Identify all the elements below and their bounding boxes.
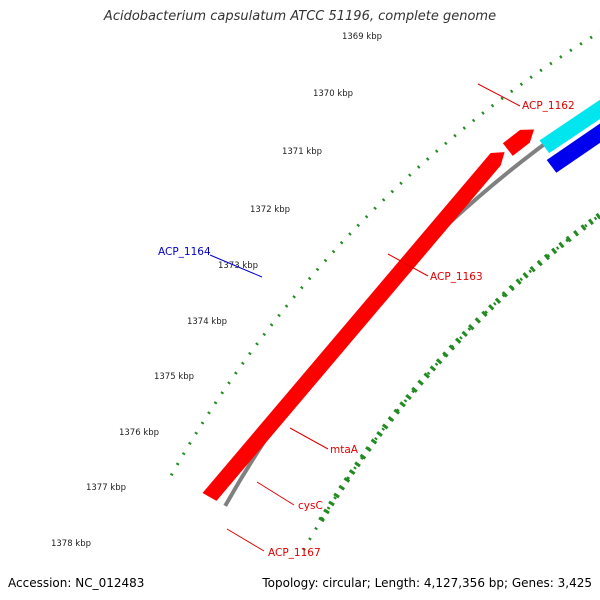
inner-ring-dash (565, 235, 572, 243)
gene-label-leader (477, 83, 521, 107)
outer-tick-ring (169, 30, 600, 477)
inner-ring-dash (399, 401, 406, 408)
accession-text: Accession: NC_012483 (8, 576, 145, 590)
tick-label: 1377 kbp (86, 483, 126, 493)
inner-ring-dash (448, 344, 456, 351)
tick-label: 1370 kbp (313, 89, 353, 99)
gene-label: mtaA (330, 444, 359, 456)
inner-ring-dash (405, 393, 412, 401)
inner-ring-dash (359, 453, 367, 460)
inner-ring-dash (580, 224, 587, 231)
inner-ring-dash (381, 423, 389, 430)
tick-label: 1375 kbp (154, 372, 194, 382)
inner-ring-dash (551, 247, 558, 255)
genome-info-text: Topology: circular; Length: 4,127,356 bp… (262, 576, 592, 590)
tick-label: 1371 kbp (282, 147, 322, 157)
gene-label-leader (256, 481, 295, 506)
inner-ring-dash (536, 259, 543, 267)
inner-ring-dash (543, 253, 551, 261)
inner-ring-dash (376, 430, 383, 437)
inner-ring-dash (494, 297, 502, 304)
tick-label: 1373 kbp (218, 261, 258, 271)
inner-ring-dash (370, 438, 378, 445)
inner-ring-dash (338, 484, 346, 491)
inner-ring-dash (515, 278, 522, 285)
inner-ring-dash (573, 229, 580, 237)
inner-ring-dash (501, 291, 508, 298)
gene-acp-1164-blue (546, 123, 600, 173)
inner-ring-dash (348, 469, 356, 476)
inner-ring-dash (558, 241, 565, 249)
inner-ring-dash (429, 365, 437, 372)
inner-ring-dash (423, 372, 430, 379)
gene-label-leader (289, 427, 329, 450)
inner-ring-dash (481, 310, 488, 318)
inner-ring-dash (328, 500, 335, 507)
tick-label: 1372 kbp (250, 205, 290, 215)
inner-ring-dash (365, 446, 372, 453)
tick-label: 1376 kbp (119, 428, 159, 438)
gene-label-leader (209, 254, 263, 278)
inner-ring-dash (474, 317, 482, 324)
inner-ring-dash (417, 379, 424, 386)
inner-ring-dash (488, 304, 495, 311)
inner-ring-dash (454, 337, 462, 344)
gene-acp-1163 (502, 129, 535, 156)
gene-acp-1162 (202, 152, 505, 501)
gene-label-leader (226, 528, 265, 552)
gene-label: ACP_1164 (158, 246, 211, 258)
gene-label: ACP_1162 (522, 100, 575, 112)
gene-acp-1164-cyan (539, 99, 600, 154)
gene-label-leader (387, 253, 429, 277)
inner-ring-dash (333, 492, 340, 499)
inner-ring-dash (411, 386, 418, 393)
gene-label: ACP_1167 (268, 547, 321, 559)
inner-ring-dash (442, 351, 449, 358)
inner-ring-dash (354, 461, 361, 468)
inner-ring-dash (468, 323, 475, 331)
inner-ring-dash (343, 476, 351, 483)
inner-ring-dash (318, 516, 325, 523)
map-title: Acidobacterium capsulatum ATCC 51196, co… (103, 9, 497, 24)
inner-ring-dash (522, 272, 529, 279)
tick-label: 1374 kbp (187, 317, 227, 327)
inner-ring-dash (529, 265, 536, 273)
gene-label: cysC (298, 500, 323, 512)
gene-label: ACP_1163 (430, 271, 483, 283)
tick-label: 1369 kbp (342, 32, 382, 42)
inner-ring-dash (323, 508, 330, 515)
inner-ring-dash (393, 408, 401, 415)
tick-label: 1378 kbp (51, 539, 91, 549)
inner-ring-dash (587, 218, 594, 226)
inner-ring-dash (508, 284, 515, 292)
inner-ring-dash (387, 416, 395, 423)
inner-ring-dash (435, 358, 443, 365)
inner-ring-dash (461, 330, 468, 338)
